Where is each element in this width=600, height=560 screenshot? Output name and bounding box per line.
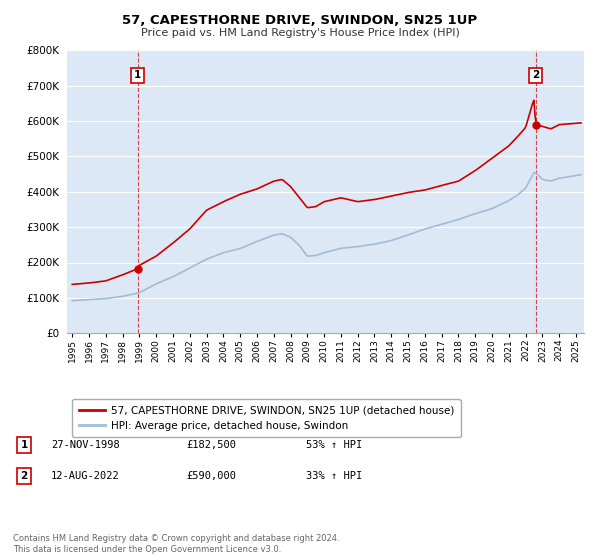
Text: 57, CAPESTHORNE DRIVE, SWINDON, SN25 1UP: 57, CAPESTHORNE DRIVE, SWINDON, SN25 1UP: [122, 14, 478, 27]
Text: Price paid vs. HM Land Registry's House Price Index (HPI): Price paid vs. HM Land Registry's House …: [140, 28, 460, 38]
Text: 12-AUG-2022: 12-AUG-2022: [51, 471, 120, 481]
Text: Contains HM Land Registry data © Crown copyright and database right 2024.
This d: Contains HM Land Registry data © Crown c…: [13, 534, 340, 554]
Text: 27-NOV-1998: 27-NOV-1998: [51, 440, 120, 450]
Text: 33% ↑ HPI: 33% ↑ HPI: [306, 471, 362, 481]
Text: £590,000: £590,000: [186, 471, 236, 481]
Text: 53% ↑ HPI: 53% ↑ HPI: [306, 440, 362, 450]
Text: 1: 1: [134, 70, 142, 80]
Text: 2: 2: [532, 70, 539, 80]
Text: 1: 1: [20, 440, 28, 450]
Text: 2: 2: [20, 471, 28, 481]
Text: £182,500: £182,500: [186, 440, 236, 450]
Legend: 57, CAPESTHORNE DRIVE, SWINDON, SN25 1UP (detached house), HPI: Average price, d: 57, CAPESTHORNE DRIVE, SWINDON, SN25 1UP…: [73, 399, 461, 437]
